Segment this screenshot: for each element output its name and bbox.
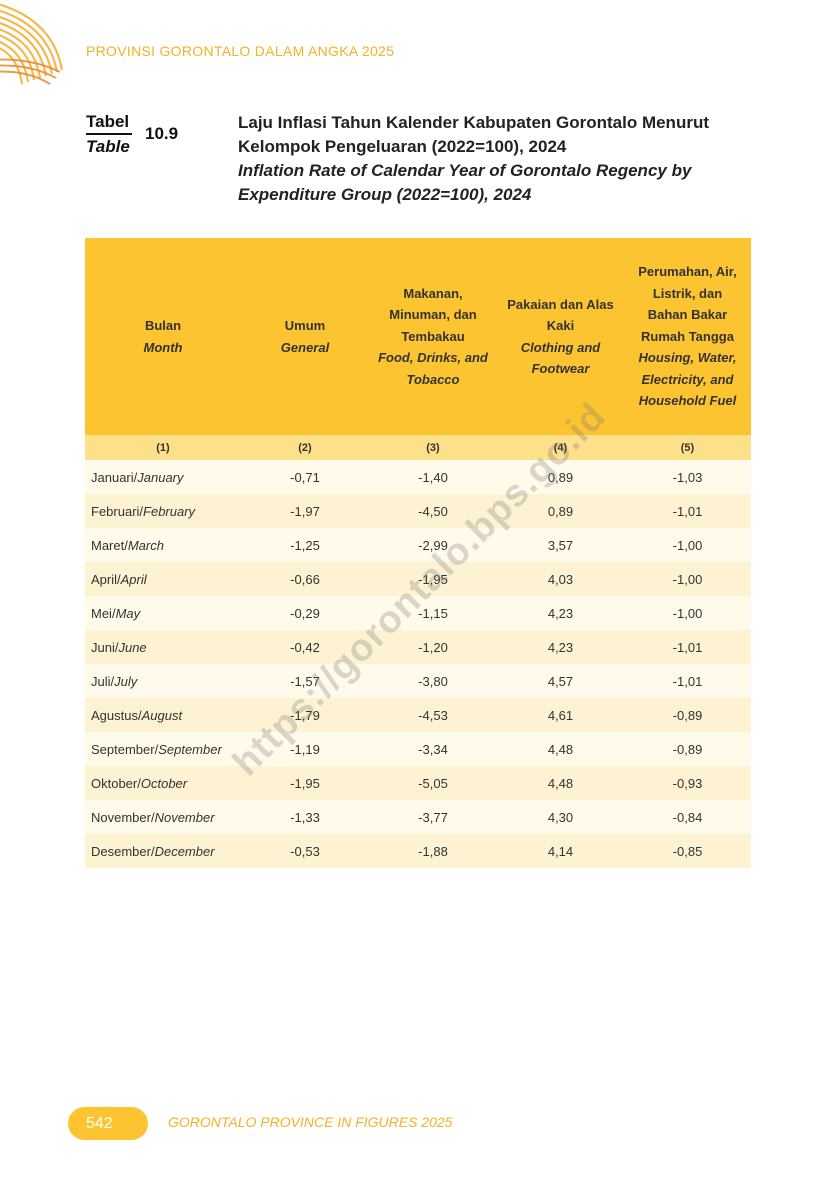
cell-housing: -0,89 xyxy=(624,732,751,766)
cell-clothing: 4,61 xyxy=(497,698,624,732)
table-row: Desember/December -0,53 -1,88 4,14 -0,85 xyxy=(85,834,751,868)
cell-housing: -1,00 xyxy=(624,596,751,630)
table-body: Januari/January -0,71 -1,40 0,89 -1,03 Februa… xyxy=(85,460,751,868)
table-row: Juni/June -0,42 -1,20 4,23 -1,01 xyxy=(85,630,751,664)
cell-housing: -1,01 xyxy=(624,664,751,698)
table-row: April/April -0,66 -1,95 4,03 -1,00 xyxy=(85,562,751,596)
cell-food: -3,34 xyxy=(369,732,497,766)
table-row: Februari/February -1,97 -4,50 0,89 -1,01 xyxy=(85,494,751,528)
cell-clothing: 4,30 xyxy=(497,800,624,834)
table-label: Tabel Table xyxy=(86,112,132,157)
cell-general: -1,33 xyxy=(241,800,369,834)
column-header-general: Umum General xyxy=(241,238,369,435)
table-header-row: Bulan Month Umum General Makanan, Minuma… xyxy=(85,238,751,435)
cell-clothing: 0,89 xyxy=(497,460,624,494)
cell-month: Oktober/October xyxy=(85,766,241,800)
cell-housing: -1,01 xyxy=(624,494,751,528)
column-number-row: (1) (2) (3) (4) (5) xyxy=(85,435,751,460)
cell-general: -1,57 xyxy=(241,664,369,698)
cell-month: Desember/December xyxy=(85,834,241,868)
cell-clothing: 4,14 xyxy=(497,834,624,868)
cell-food: -3,80 xyxy=(369,664,497,698)
cell-food: -4,50 xyxy=(369,494,497,528)
cell-general: -0,71 xyxy=(241,460,369,494)
cell-food: -2,99 xyxy=(369,528,497,562)
column-header-housing: Perumahan, Air, Listrik, dan Bahan Bakar… xyxy=(624,238,751,435)
cell-month: Agustus/August xyxy=(85,698,241,732)
table-row: Januari/January -0,71 -1,40 0,89 -1,03 xyxy=(85,460,751,494)
table-label-en: Table xyxy=(86,136,130,156)
table-title: Laju Inflasi Tahun Kalender Kabupaten Go… xyxy=(238,111,758,207)
footer-title: GORONTALO PROVINCE IN FIGURES 2025 xyxy=(168,1114,453,1130)
table-label-id: Tabel xyxy=(86,112,130,131)
cell-month: Februari/February xyxy=(85,494,241,528)
cell-month: Juni/June xyxy=(85,630,241,664)
cell-month: September/September xyxy=(85,732,241,766)
cell-food: -1,40 xyxy=(369,460,497,494)
cell-food: -4,53 xyxy=(369,698,497,732)
cell-food: -5,05 xyxy=(369,766,497,800)
cell-month: April/April xyxy=(85,562,241,596)
cell-housing: -1,01 xyxy=(624,630,751,664)
table-row: Juli/July -1,57 -3,80 4,57 -1,01 xyxy=(85,664,751,698)
table-row: Oktober/October -1,95 -5,05 4,48 -0,93 xyxy=(85,766,751,800)
cell-food: -1,20 xyxy=(369,630,497,664)
cell-month: Juli/July xyxy=(85,664,241,698)
cell-general: -0,66 xyxy=(241,562,369,596)
inflation-table: Bulan Month Umum General Makanan, Minuma… xyxy=(85,238,751,868)
cell-food: -1,88 xyxy=(369,834,497,868)
column-number: (5) xyxy=(624,435,751,460)
table-row: Agustus/August -1,79 -4,53 4,61 -0,89 xyxy=(85,698,751,732)
table-number: 10.9 xyxy=(145,124,179,143)
page-number-badge: 542 xyxy=(68,1107,148,1140)
cell-housing: -0,93 xyxy=(624,766,751,800)
cell-clothing: 4,57 xyxy=(497,664,624,698)
cell-general: -1,79 xyxy=(241,698,369,732)
column-number: (2) xyxy=(241,435,369,460)
cell-month: Maret/March xyxy=(85,528,241,562)
column-number: (3) xyxy=(369,435,497,460)
cell-food: -1,15 xyxy=(369,596,497,630)
cell-clothing: 4,23 xyxy=(497,630,624,664)
cell-housing: -0,84 xyxy=(624,800,751,834)
cell-housing: -1,03 xyxy=(624,460,751,494)
table-row: Mei/May -0,29 -1,15 4,23 -1,00 xyxy=(85,596,751,630)
cell-clothing: 0,89 xyxy=(497,494,624,528)
column-header-month: Bulan Month xyxy=(85,238,241,435)
cell-clothing: 4,03 xyxy=(497,562,624,596)
table-row: September/September -1,19 -3,34 4,48 -0,89 xyxy=(85,732,751,766)
column-header-clothing: Pakaian dan Alas Kaki Clothing and Footw… xyxy=(497,238,624,435)
cell-month: Mei/May xyxy=(85,596,241,630)
table-row: November/November -1,33 -3,77 4,30 -0,84 xyxy=(85,800,751,834)
cell-general: -0,42 xyxy=(241,630,369,664)
column-header-food: Makanan, Minuman, dan Tembakau Food, Dri… xyxy=(369,238,497,435)
cell-general: -1,97 xyxy=(241,494,369,528)
cell-general: -1,95 xyxy=(241,766,369,800)
table-row: Maret/March -1,25 -2,99 3,57 -1,00 xyxy=(85,528,751,562)
cell-housing: -1,00 xyxy=(624,528,751,562)
table-title-en: Inflation Rate of Calendar Year of Goron… xyxy=(238,161,692,204)
cell-housing: -0,89 xyxy=(624,698,751,732)
table-label-divider xyxy=(86,133,132,135)
decorative-wave-icon xyxy=(0,3,64,85)
cell-month: November/November xyxy=(85,800,241,834)
column-number: (1) xyxy=(85,435,241,460)
cell-food: -1,95 xyxy=(369,562,497,596)
cell-housing: -0,85 xyxy=(624,834,751,868)
column-number: (4) xyxy=(497,435,624,460)
running-header: PROVINSI GORONTALO DALAM ANGKA 2025 xyxy=(86,43,395,59)
table-title-id: Laju Inflasi Tahun Kalender Kabupaten Go… xyxy=(238,113,709,156)
cell-month: Januari/January xyxy=(85,460,241,494)
cell-general: -1,25 xyxy=(241,528,369,562)
cell-housing: -1,00 xyxy=(624,562,751,596)
cell-clothing: 4,48 xyxy=(497,766,624,800)
cell-clothing: 4,48 xyxy=(497,732,624,766)
cell-food: -3,77 xyxy=(369,800,497,834)
cell-general: -0,29 xyxy=(241,596,369,630)
cell-clothing: 4,23 xyxy=(497,596,624,630)
cell-general: -1,19 xyxy=(241,732,369,766)
cell-clothing: 3,57 xyxy=(497,528,624,562)
cell-general: -0,53 xyxy=(241,834,369,868)
